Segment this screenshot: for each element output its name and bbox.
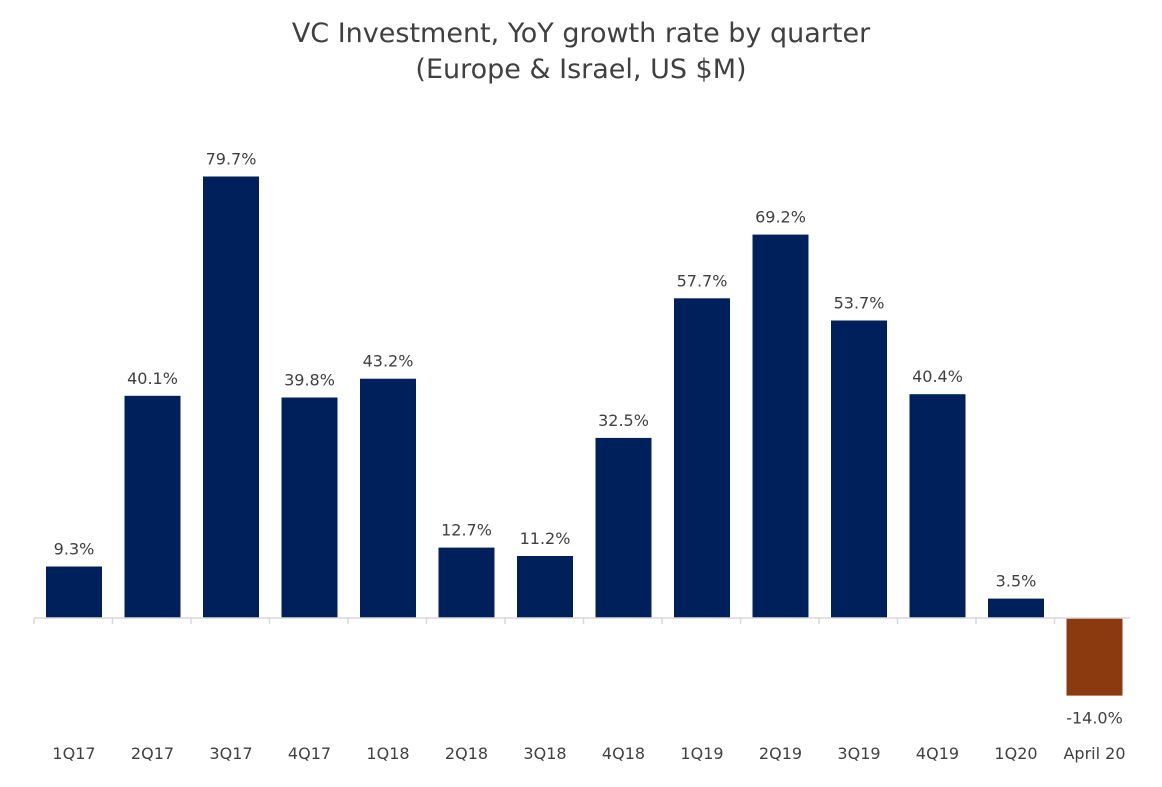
x-tick-label-4q19: 4Q19 xyxy=(916,744,959,763)
bar-3q19 xyxy=(831,320,887,618)
x-tick-label-2q19: 2Q19 xyxy=(759,744,802,763)
data-label-1q20: 3.5% xyxy=(996,572,1037,591)
bar-1q20 xyxy=(988,598,1044,618)
x-tick-label-3q19: 3Q19 xyxy=(837,744,880,763)
x-tick-label-4q17: 4Q17 xyxy=(288,744,331,763)
chart-subtitle: (Europe & Israel, US $M) xyxy=(415,54,747,85)
data-label-4q18: 32.5% xyxy=(598,411,649,430)
bar-2q17 xyxy=(124,395,181,618)
data-label-2q18: 12.7% xyxy=(441,521,492,540)
x-tick-label-1q17: 1Q17 xyxy=(52,744,95,763)
bar-4q18 xyxy=(595,437,652,618)
x-tick-label-2q17: 2Q17 xyxy=(131,744,174,763)
data-label-3q19: 53.7% xyxy=(834,294,885,313)
x-tick-label-2q18: 2Q18 xyxy=(445,744,488,763)
bar-3q17 xyxy=(203,176,259,618)
data-label-2q17: 40.1% xyxy=(127,369,178,388)
x-tick-label-april-20: April 20 xyxy=(1063,744,1125,763)
data-label-1q17: 9.3% xyxy=(54,540,95,559)
data-label-4q17: 39.8% xyxy=(284,371,335,390)
chart-title-block: VC Investment, YoY growth rate by quarte… xyxy=(0,16,1162,88)
bar-1q18 xyxy=(360,378,416,618)
bar-1q19 xyxy=(674,298,730,618)
bar-4q19 xyxy=(909,394,966,618)
bar-2q18 xyxy=(438,547,495,618)
bar-3q18 xyxy=(517,556,573,618)
data-label-4q19: 40.4% xyxy=(912,367,963,386)
data-label-3q18: 11.2% xyxy=(520,529,571,548)
bar-4q17 xyxy=(281,397,338,618)
bar-2q19 xyxy=(752,234,809,618)
data-label-1q18: 43.2% xyxy=(363,352,414,371)
data-label-1q19: 57.7% xyxy=(677,271,728,290)
chart-title: VC Investment, YoY growth rate by quarte… xyxy=(291,18,871,49)
data-label-2q19: 69.2% xyxy=(755,208,806,227)
x-tick-label-3q18: 3Q18 xyxy=(523,744,566,763)
data-label-3q17: 79.7% xyxy=(206,150,257,169)
x-tick-label-1q18: 1Q18 xyxy=(366,744,409,763)
bar-1q17 xyxy=(46,566,102,618)
bar-april-20 xyxy=(1066,618,1123,696)
x-tick-label-1q19: 1Q19 xyxy=(680,744,723,763)
x-tick-label-4q18: 4Q18 xyxy=(602,744,645,763)
x-tick-label-1q20: 1Q20 xyxy=(994,744,1037,763)
x-tick-label-3q17: 3Q17 xyxy=(209,744,252,763)
data-label-april-20: -14.0% xyxy=(1066,709,1123,728)
